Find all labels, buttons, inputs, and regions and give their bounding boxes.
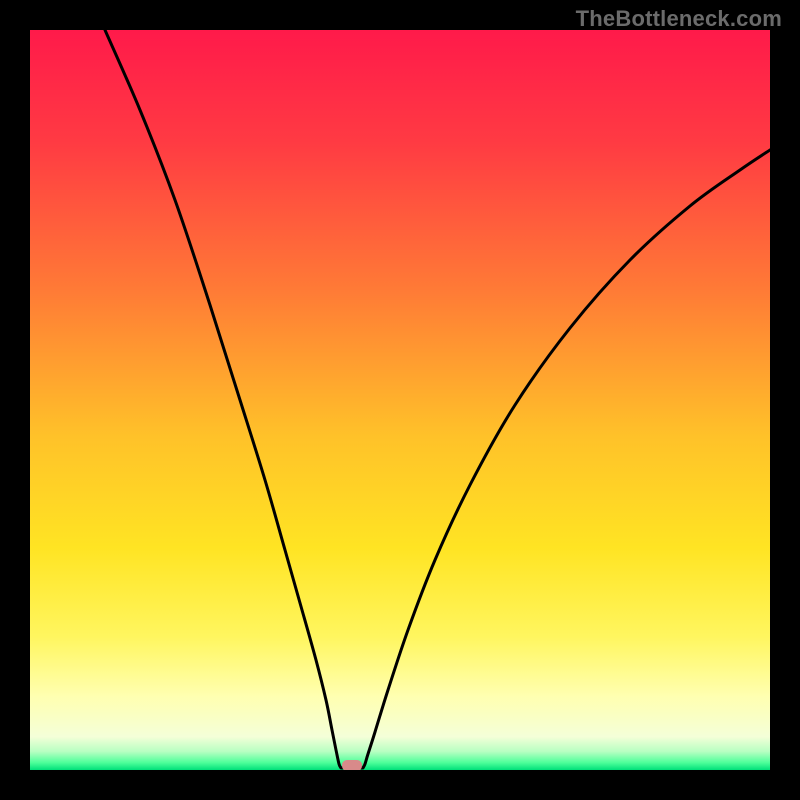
chart-svg — [30, 30, 770, 770]
chart-frame: TheBottleneck.com — [0, 0, 800, 800]
gradient-background — [30, 30, 770, 770]
plot-area — [30, 30, 770, 770]
minimum-marker — [342, 760, 362, 770]
watermark-text: TheBottleneck.com — [576, 6, 782, 32]
